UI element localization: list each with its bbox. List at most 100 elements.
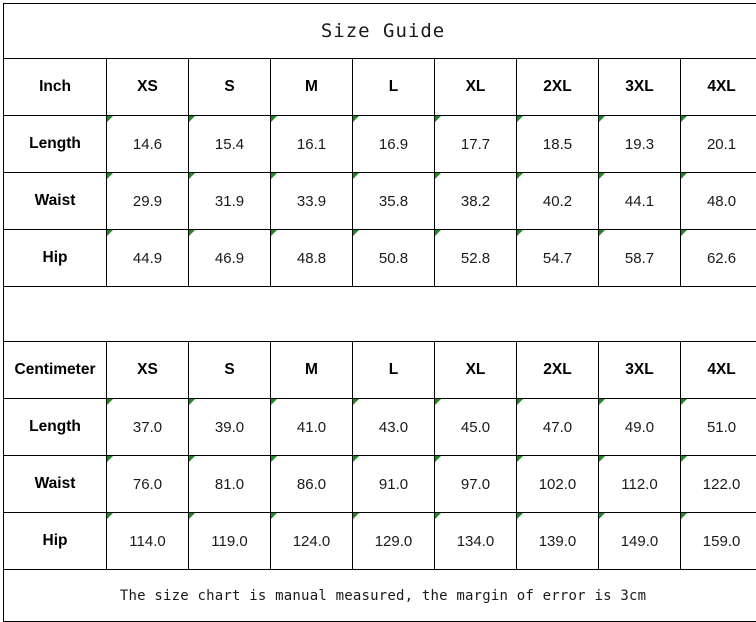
- cell-value: 17.7: [461, 136, 490, 153]
- inch-row-label-waist: Waist: [4, 173, 107, 230]
- cell-marker-icon: [681, 116, 687, 122]
- inch-hip-3xl: 58.7: [599, 230, 681, 287]
- cell-marker-icon: [599, 230, 605, 236]
- measurement-disclaimer: The size chart is manual measured, the m…: [4, 570, 756, 622]
- cell-value: 139.0: [539, 533, 577, 550]
- cm-length-3xl: 49.0: [599, 399, 681, 456]
- cm-col-header-xs: XS: [107, 342, 189, 399]
- inch-hip-l: 50.8: [353, 230, 435, 287]
- cell-value: 81.0: [215, 476, 244, 493]
- cell-value: 114.0: [129, 533, 165, 550]
- cell-value: 51.0: [707, 419, 736, 436]
- cell-value: 122.0: [703, 476, 741, 493]
- cell-marker-icon: [681, 230, 687, 236]
- size-guide-table: Size Guide Inch XS S M L XL 2XL 3XL 4XL …: [3, 3, 756, 622]
- inch-row-label-hip: Hip: [4, 230, 107, 287]
- inch-col-header-4xl: 4XL: [681, 59, 756, 116]
- inch-row-label-length: Length: [4, 116, 107, 173]
- cell-value: 47.0: [543, 419, 572, 436]
- cell-value: 29.9: [133, 193, 162, 210]
- cell-marker-icon: [435, 399, 441, 405]
- cell-value: 119.0: [211, 533, 247, 550]
- cm-hip-4xl: 159.0: [681, 513, 756, 570]
- inch-col-header-m: M: [271, 59, 353, 116]
- cell-marker-icon: [107, 230, 113, 236]
- cm-col-header-m: M: [271, 342, 353, 399]
- title-row: Size Guide: [4, 4, 756, 59]
- cm-hip-xl: 134.0: [435, 513, 517, 570]
- cell-marker-icon: [107, 399, 113, 405]
- cell-marker-icon: [681, 399, 687, 405]
- inch-waist-3xl: 44.1: [599, 173, 681, 230]
- inch-waist-s: 31.9: [189, 173, 271, 230]
- cm-waist-l: 91.0: [353, 456, 435, 513]
- cell-marker-icon: [189, 230, 195, 236]
- cell-marker-icon: [271, 399, 277, 405]
- inch-waist-4xl: 48.0: [681, 173, 756, 230]
- page-title: Size Guide: [4, 4, 756, 59]
- inch-waist-m: 33.9: [271, 173, 353, 230]
- inch-hip-xl: 52.8: [435, 230, 517, 287]
- cell-marker-icon: [435, 230, 441, 236]
- cell-value: 37.0: [133, 419, 162, 436]
- cell-marker-icon: [517, 399, 523, 405]
- table-row: Length 14.6 15.4 16.1 16.9 17.7 18.5 19.…: [4, 116, 756, 173]
- cell-value: 19.3: [625, 136, 654, 153]
- cell-value: 38.2: [461, 193, 490, 210]
- cell-marker-icon: [271, 230, 277, 236]
- cell-value: 43.0: [379, 419, 408, 436]
- cell-marker-icon: [599, 173, 605, 179]
- cell-marker-icon: [599, 513, 605, 519]
- inch-header-row: Inch XS S M L XL 2XL 3XL 4XL: [4, 59, 756, 116]
- cm-col-header-3xl: 3XL: [599, 342, 681, 399]
- cell-marker-icon: [517, 456, 523, 462]
- cell-marker-icon: [353, 230, 359, 236]
- cell-marker-icon: [681, 513, 687, 519]
- cm-waist-xl: 97.0: [435, 456, 517, 513]
- cell-value: 46.9: [215, 250, 244, 267]
- cm-waist-m: 86.0: [271, 456, 353, 513]
- cell-value: 44.9: [133, 250, 162, 267]
- cell-value: 58.7: [625, 250, 654, 267]
- cm-col-header-2xl: 2XL: [517, 342, 599, 399]
- cm-hip-m: 124.0: [271, 513, 353, 570]
- cell-marker-icon: [107, 116, 113, 122]
- inch-col-header-3xl: 3XL: [599, 59, 681, 116]
- inch-length-3xl: 19.3: [599, 116, 681, 173]
- table-row: Length 37.0 39.0 41.0 43.0 45.0 47.0 49.…: [4, 399, 756, 456]
- table-row: Hip 44.9 46.9 48.8 50.8 52.8 54.7 58.7 6…: [4, 230, 756, 287]
- inch-length-xl: 17.7: [435, 116, 517, 173]
- inch-length-xs: 14.6: [107, 116, 189, 173]
- inch-hip-4xl: 62.6: [681, 230, 756, 287]
- table-spacer-row: [4, 287, 756, 342]
- cell-value: 20.1: [707, 136, 736, 153]
- cell-value: 15.4: [215, 136, 244, 153]
- cell-value: 40.2: [543, 193, 572, 210]
- cm-col-header-l: L: [353, 342, 435, 399]
- cell-marker-icon: [107, 173, 113, 179]
- footer-note-row: The size chart is manual measured, the m…: [4, 570, 756, 622]
- inch-length-m: 16.1: [271, 116, 353, 173]
- cell-marker-icon: [189, 116, 195, 122]
- cell-marker-icon: [189, 173, 195, 179]
- inch-hip-s: 46.9: [189, 230, 271, 287]
- cell-marker-icon: [107, 513, 113, 519]
- cm-hip-s: 119.0: [189, 513, 271, 570]
- inch-hip-2xl: 54.7: [517, 230, 599, 287]
- cm-length-m: 41.0: [271, 399, 353, 456]
- cell-value: 112.0: [621, 476, 657, 493]
- cell-marker-icon: [435, 513, 441, 519]
- inch-length-l: 16.9: [353, 116, 435, 173]
- cell-value: 102.0: [539, 476, 577, 493]
- inch-waist-2xl: 40.2: [517, 173, 599, 230]
- cm-length-2xl: 47.0: [517, 399, 599, 456]
- spacer-cell: [4, 287, 756, 342]
- cell-value: 50.8: [379, 250, 408, 267]
- cell-marker-icon: [353, 513, 359, 519]
- centimeter-unit-label: Centimeter: [4, 342, 107, 399]
- cell-marker-icon: [353, 399, 359, 405]
- cm-hip-l: 129.0: [353, 513, 435, 570]
- cell-value: 91.0: [379, 476, 408, 493]
- cell-value: 39.0: [215, 419, 244, 436]
- cm-hip-xs: 114.0: [107, 513, 189, 570]
